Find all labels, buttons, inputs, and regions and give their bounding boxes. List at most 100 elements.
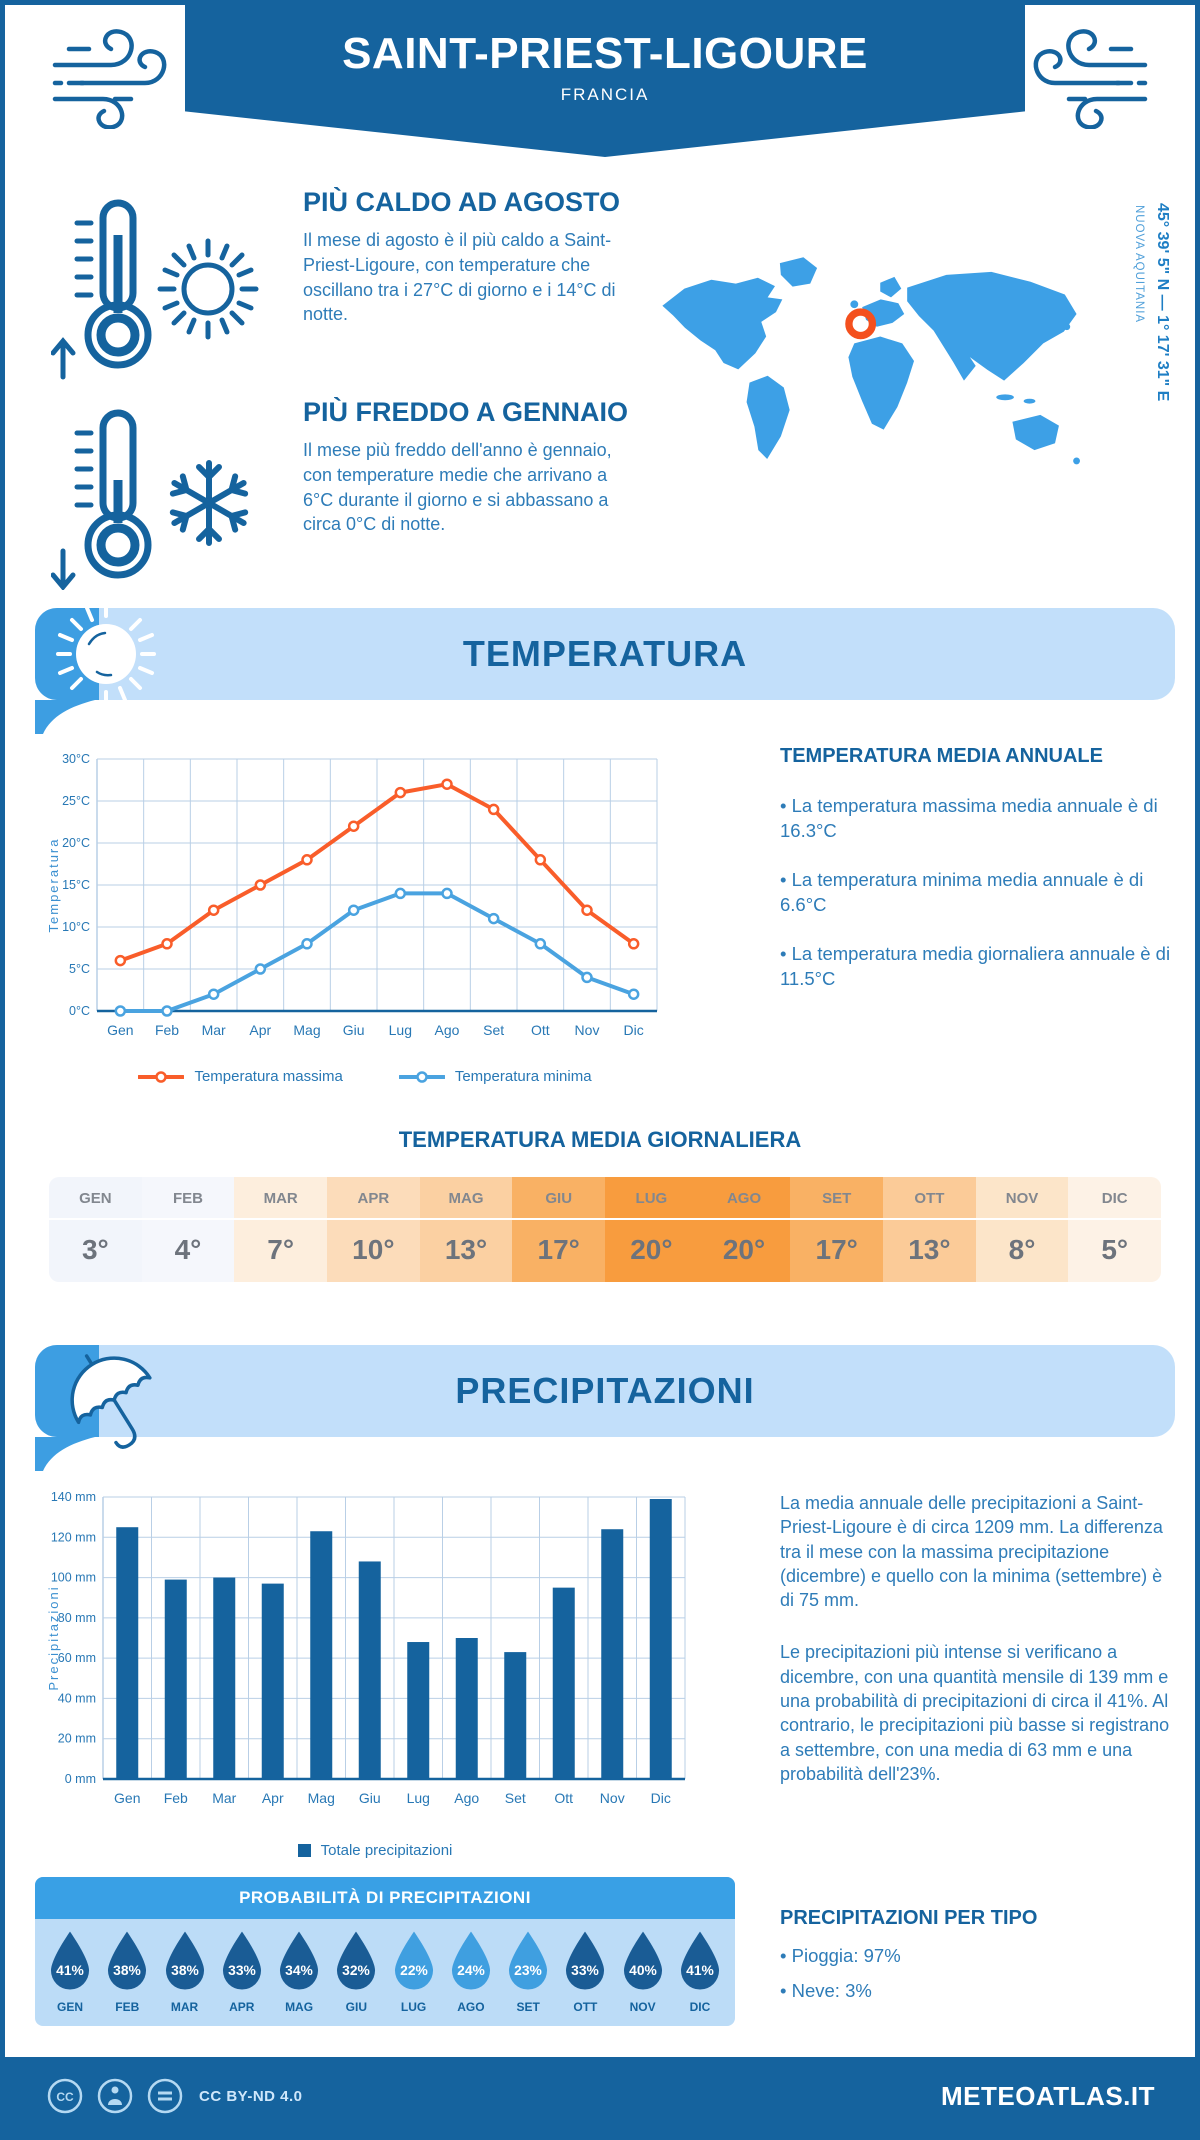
thermometer-up-icon (50, 199, 152, 380)
warmest-title: PIÙ CALDO AD AGOSTO (303, 187, 621, 217)
month-column: GEN 3° (49, 1177, 142, 1282)
month-avg-temp: 3° (81, 1234, 109, 1265)
probability-droplet: 38% MAR (158, 1929, 212, 2014)
month-column: SET 17° (790, 1177, 884, 1282)
temperature-section-band: TEMPERATURA (35, 602, 1175, 734)
month-avg-temp: 7° (267, 1234, 295, 1265)
month-avg-temp: 20° (630, 1234, 673, 1265)
droplet-month-label: NOV (629, 2000, 656, 2014)
probability-droplet: 34% MAG (272, 1929, 326, 2014)
probability-droplet: 23% SET (501, 1929, 555, 2014)
month-column: NOV 8° (975, 1177, 1069, 1282)
precipitation-section-band: PRECIPITAZIONI (35, 1345, 1175, 1471)
precipitation-probability-panel: PROBABILITÀ DI PRECIPITAZIONI 41% GEN 38% F… (35, 1877, 735, 2026)
svg-text:40 mm: 40 mm (58, 1691, 96, 1705)
month-avg-temp: 20° (722, 1234, 766, 1265)
svg-text:60 mm: 60 mm (58, 1651, 96, 1665)
highlight-warmest: PIÙ CALDO AD AGOSTO Il mese di agosto è … (50, 187, 631, 380)
month-column: GIU 17° (512, 1177, 606, 1282)
wind-icon (1033, 29, 1148, 129)
svg-text:0 mm: 0 mm (65, 1772, 96, 1786)
svg-text:20 mm: 20 mm (58, 1732, 96, 1746)
droplet-month-label: DIC (689, 2000, 711, 2014)
coldest-title: PIÙ FREDDO A GENNAIO (303, 397, 629, 427)
band-tail (35, 700, 95, 734)
month-label: APR (327, 1177, 420, 1220)
svg-text:Temperatura: Temperatura (46, 838, 61, 933)
month-label: FEB (141, 1177, 235, 1220)
svg-text:Ago: Ago (454, 1790, 479, 1806)
month-column: AGO 20° (697, 1177, 791, 1282)
no-derivatives-icon (147, 2078, 183, 2114)
svg-text:Feb: Feb (164, 1790, 188, 1806)
svg-text:Dic: Dic (624, 1022, 644, 1038)
thermometer-down-icon (50, 409, 152, 591)
svg-text:32%: 32% (342, 1962, 370, 1978)
month-label: LUG (605, 1177, 698, 1220)
svg-text:23%: 23% (514, 1962, 542, 1978)
svg-text:Feb: Feb (155, 1022, 179, 1038)
probability-droplet: 41% GEN (43, 1929, 97, 2014)
precipitation-paragraph: Le precipitazioni più intense si verific… (780, 1642, 1170, 1784)
legend-label: Temperatura minima (454, 1068, 592, 1085)
probability-droplet: 40% NOV (616, 1929, 670, 2014)
probability-droplet: 33% APR (215, 1929, 269, 2014)
droplet-month-label: GEN (56, 2000, 83, 2014)
svg-text:Gen: Gen (107, 1022, 133, 1038)
probability-droplet: 41% DIC (673, 1929, 727, 2014)
month-avg-temp: 13° (908, 1234, 951, 1265)
month-column: OTT 13° (883, 1177, 976, 1282)
world-map (633, 197, 1103, 527)
page-subtitle: FRANCIA (560, 85, 650, 104)
page-title: SAINT-PRIEST-LIGOURE (342, 29, 868, 78)
svg-text:Ott: Ott (554, 1790, 573, 1806)
month-label: AGO (697, 1177, 791, 1220)
svg-text:33%: 33% (572, 1962, 600, 1978)
month-label: OTT (883, 1177, 976, 1220)
footer: CC CC BY-ND 4.0 METEOATLAS.IT (5, 2057, 1195, 2135)
precipitation-section-title: PRECIPITAZIONI (455, 1370, 755, 1411)
month-avg-temp: 8° (1008, 1234, 1036, 1265)
precipitation-chart: 0 mm 20 mm 40 mm 60 mm 80 mm 100 mm 120 mm 140 … (45, 1483, 705, 1859)
annual-temperature-panel: TEMPERATURA MEDIA ANNUALE • La temperatu… (780, 745, 1178, 1016)
svg-text:0°C: 0°C (69, 1004, 90, 1018)
band-tail (35, 1437, 95, 1471)
svg-text:Mag: Mag (308, 1790, 335, 1806)
svg-text:33%: 33% (228, 1962, 256, 1978)
droplet-month-label: AGO (457, 2000, 485, 2014)
precipitation-paragraph: La media annuale delle precipitazioni a … (780, 1493, 1163, 1611)
svg-text:25°C: 25°C (62, 794, 90, 808)
precipitation-text-panel: La media annuale delle precipitazioni a … (780, 1491, 1178, 1814)
month-column: APR 10° (327, 1177, 420, 1282)
precipitation-type-bullet: • Neve: 3% (780, 1979, 872, 2001)
month-column: DIC 5° (1068, 1177, 1161, 1282)
svg-text:80 mm: 80 mm (58, 1611, 96, 1625)
droplet-month-label: MAR (170, 2000, 199, 2014)
svg-text:Giu: Giu (359, 1790, 381, 1806)
svg-text:Apr: Apr (262, 1790, 284, 1806)
svg-text:22%: 22% (400, 1962, 428, 1978)
coldest-text: Il mese più freddo dell'anno è gennaio, … (303, 440, 612, 535)
location-region: NUOVA AQUITANIA (1133, 205, 1145, 324)
wind-icon (52, 29, 167, 129)
daily-temperature-table: GEN 3° FEB 4° MAR 7° APR 10° MAG 13° GIU 17° LUG 20° A… (49, 1177, 1161, 1282)
precipitation-legend: Totale precipitazioni (45, 1842, 705, 1859)
legend-item: Totale precipitazioni (297, 1842, 452, 1859)
legend-item: Temperatura minima (398, 1068, 592, 1085)
svg-text:Nov: Nov (575, 1022, 600, 1038)
svg-text:Lug: Lug (407, 1790, 430, 1806)
svg-text:Ago: Ago (435, 1022, 460, 1038)
header-banner: SAINT-PRIEST-LIGOURE FRANCIA (185, 5, 1025, 157)
temperature-section-title: TEMPERATURA (462, 633, 748, 674)
month-avg-temp: 17° (537, 1234, 580, 1265)
month-column: MAG 13° (419, 1177, 513, 1282)
month-column: LUG 20° (605, 1177, 698, 1282)
temperature-legend: Temperatura massima Temperatura minima (45, 1068, 685, 1085)
annual-temp-bullet: • La temperatura minima media annuale è … (780, 868, 1144, 915)
svg-text:5°C: 5°C (69, 962, 90, 976)
month-label: SET (790, 1177, 884, 1220)
svg-text:10°C: 10°C (62, 920, 90, 934)
precipitation-type-title: PRECIPITAZIONI PER TIPO (780, 1907, 1038, 1929)
month-label: NOV (975, 1177, 1069, 1220)
